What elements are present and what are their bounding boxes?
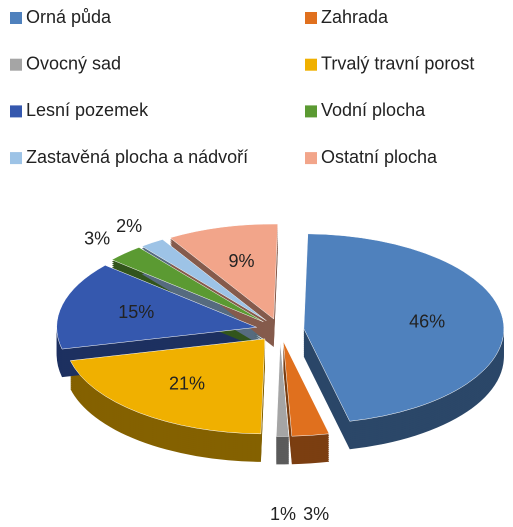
legend-swatch [305, 152, 317, 165]
pie-slice [141, 239, 267, 321]
pie-slice [283, 341, 330, 437]
pie-slice [303, 233, 505, 422]
slice-tops [56, 223, 505, 437]
legend-label: Zahrada [321, 7, 389, 27]
pie-slice [111, 247, 264, 323]
legend-label: Orná půda [26, 7, 112, 27]
data-label: 2% [116, 216, 142, 236]
pie-slice [276, 341, 290, 437]
pie-slice [169, 223, 279, 320]
data-label: 46% [409, 311, 445, 331]
pie-slice [69, 338, 266, 435]
data-label: 1% [270, 504, 296, 524]
legend-swatch [10, 58, 22, 71]
legend-swatch [10, 152, 22, 165]
pie-slice [56, 265, 257, 350]
legend-swatch [305, 58, 317, 71]
data-label: 3% [84, 228, 110, 248]
legend-swatch [305, 12, 317, 24]
legend-label: Zastavěná plocha a nádvoří [26, 147, 248, 167]
legend-label: Ostatní plocha [321, 147, 438, 167]
data-label: 21% [169, 373, 205, 393]
legend-label: Ovocný sad [26, 53, 121, 73]
legend-swatch [10, 105, 22, 118]
data-label: 9% [229, 251, 255, 271]
data-label: 3% [303, 504, 329, 524]
legend-swatch [10, 12, 22, 24]
data-label: 15% [118, 302, 154, 322]
legend-swatch [305, 105, 317, 118]
legend-label: Lesní pozemek [26, 100, 149, 120]
legend-label: Trvalý travní porost [321, 53, 474, 73]
legend-label: Vodní plocha [321, 100, 426, 120]
